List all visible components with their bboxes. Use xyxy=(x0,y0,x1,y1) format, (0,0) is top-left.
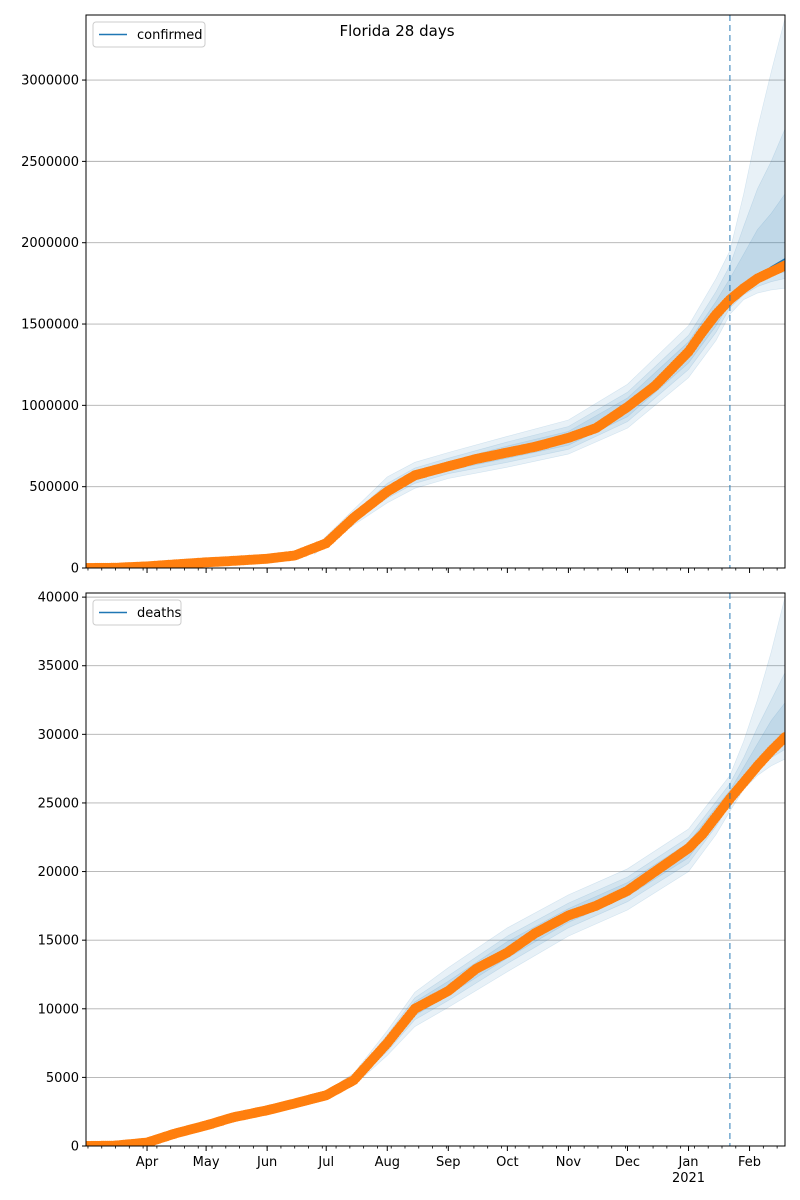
observed-point xyxy=(780,260,785,271)
y-tick-label: 25000 xyxy=(38,796,79,811)
x-tick-label: Jan xyxy=(677,1155,698,1170)
figure-suptitle: Florida 28 days xyxy=(339,22,454,40)
y-tick-label: 20000 xyxy=(38,865,79,880)
x-tick-label: Jul xyxy=(317,1155,334,1170)
y-tick-label: 3000000 xyxy=(21,74,79,89)
y-tick-label: 2500000 xyxy=(21,155,79,170)
observed-points xyxy=(86,732,785,1146)
x-tick-label: Aug xyxy=(375,1155,400,1170)
x-tick-label: Oct xyxy=(496,1155,518,1170)
axes-frame xyxy=(85,14,786,569)
y-tick-label: 30000 xyxy=(38,728,79,743)
y-tick-label: 0 xyxy=(71,562,79,577)
y-tick-label: 1000000 xyxy=(21,399,79,414)
y-tick-label: 500000 xyxy=(29,480,79,495)
plot-area xyxy=(86,15,785,568)
legend: deaths xyxy=(92,599,182,626)
legend-label: deaths xyxy=(137,606,182,621)
x-tick-label: Feb xyxy=(738,1155,761,1170)
x-tick-label: Apr xyxy=(136,1155,159,1170)
y-tick-label: 10000 xyxy=(38,1002,79,1017)
legend-label: confirmed xyxy=(137,28,203,43)
x-year-label: 2021 xyxy=(672,1171,705,1186)
x-tick-label: Sep xyxy=(436,1155,461,1170)
x-tick-label: Jun xyxy=(256,1155,277,1170)
legend-box xyxy=(92,599,182,626)
confirmed-panel: 0 500000 1000000 1500000 2000000 2500000 30000… xyxy=(21,14,786,577)
x-tick-label: Dec xyxy=(615,1155,640,1170)
x-tick-label: Nov xyxy=(556,1155,582,1170)
y-tick-label: 0 xyxy=(71,1140,79,1155)
observed-point xyxy=(780,732,785,743)
plot-area xyxy=(86,593,785,1146)
observed-points xyxy=(86,260,785,568)
y-tick-label: 5000 xyxy=(46,1071,79,1086)
legend-box xyxy=(92,21,206,48)
y-tick-label: 35000 xyxy=(38,659,79,674)
deaths-panel: 0 5000 10000 15000 20000 25000 30000 35000 40000… xyxy=(38,591,786,1186)
axes-frame xyxy=(85,592,786,1147)
legend: confirmed xyxy=(92,21,206,48)
x-tick-label: May xyxy=(193,1155,220,1170)
y-tick-label: 15000 xyxy=(38,934,79,949)
y-tick-label: 40000 xyxy=(38,591,79,606)
y-tick-label: 2000000 xyxy=(21,236,79,251)
y-tick-label: 1500000 xyxy=(21,318,79,333)
